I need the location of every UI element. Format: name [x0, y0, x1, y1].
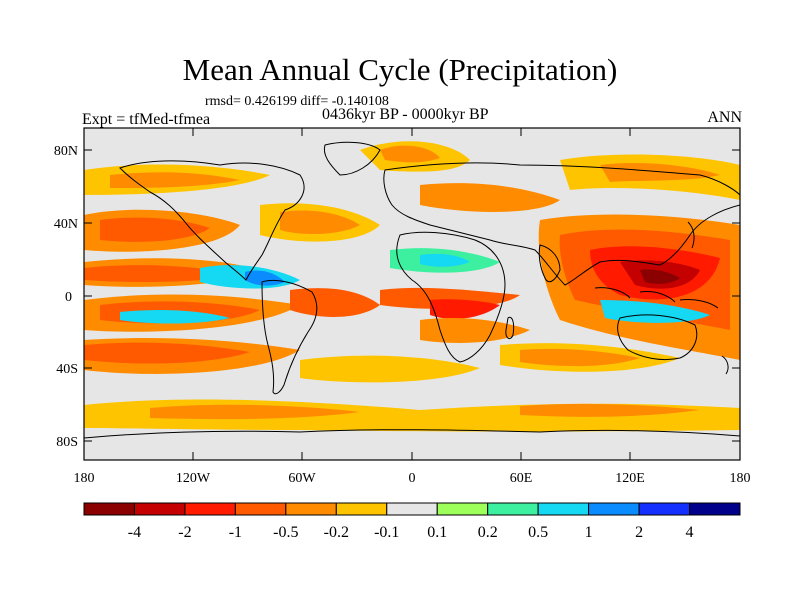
colorbar-swatch	[386, 502, 438, 516]
colorbar-label: 0.5	[528, 524, 548, 541]
plot-title: Mean Annual Cycle (Precipitation)	[182, 52, 618, 87]
latitude-axis: 80N 40N 0 40S 80S	[54, 144, 740, 450]
lat-tick-label: 80S	[56, 435, 78, 450]
lon-tick-label: 120E	[615, 471, 645, 486]
colorbar-label: -4	[128, 524, 141, 541]
statistics-line: rmsd= 0.426199 diff= -0.140108	[205, 94, 389, 109]
colorbar-label: 2	[635, 524, 643, 541]
colorbar-label: 0.2	[478, 524, 498, 541]
longitude-axis: 180 120W 60W 0 60E 120E 180	[74, 128, 751, 486]
colorbar-swatch	[184, 502, 236, 516]
colorbar-label: -0.1	[374, 524, 399, 541]
colorbar-swatch	[133, 502, 186, 516]
colorbar-swatch	[689, 502, 741, 516]
colorbar-swatch	[83, 502, 135, 516]
period-label: 0436kyr BP - 0000kyr BP	[322, 106, 489, 123]
lat-tick-label: 0	[65, 290, 72, 305]
colorbar-label: -2	[178, 524, 191, 541]
lon-tick-label: 180	[74, 471, 95, 486]
colorbar-swatch	[537, 502, 590, 516]
lon-tick-label: 180	[730, 471, 751, 486]
season-label: ANN	[707, 109, 742, 126]
colorbar-swatch	[285, 502, 337, 516]
colorbar: -4 -2 -1 -0.5 -0.2 -0.1 0.1 0.2 0.5 1 2 4	[83, 502, 741, 541]
coastlines	[84, 141, 740, 439]
colorbar-swatch	[487, 502, 539, 516]
lon-tick-label: 60E	[510, 471, 533, 486]
experiment-label: Expt = tfMed-tfmea	[82, 111, 211, 128]
lat-tick-label: 80N	[54, 144, 78, 159]
colorbar-label: 1	[585, 524, 593, 541]
colorbar-swatch	[638, 502, 691, 516]
lat-tick-label: 40N	[54, 217, 78, 232]
colorbar-swatch	[234, 502, 287, 516]
colorbar-label: -0.2	[324, 524, 349, 541]
lon-tick-label: 60W	[288, 471, 316, 486]
lon-tick-label: 120W	[176, 471, 211, 486]
colorbar-swatch	[335, 502, 388, 516]
anomaly-field	[84, 128, 740, 460]
colorbar-swatch	[588, 502, 640, 516]
colorbar-label: 4	[686, 524, 694, 541]
lat-tick-label: 40S	[56, 362, 78, 377]
colorbar-swatch	[436, 502, 489, 516]
colorbar-label: -0.5	[273, 524, 298, 541]
colorbar-label: 0.1	[427, 524, 447, 541]
colorbar-label: -1	[229, 524, 242, 541]
lon-tick-label: 0	[409, 471, 416, 486]
